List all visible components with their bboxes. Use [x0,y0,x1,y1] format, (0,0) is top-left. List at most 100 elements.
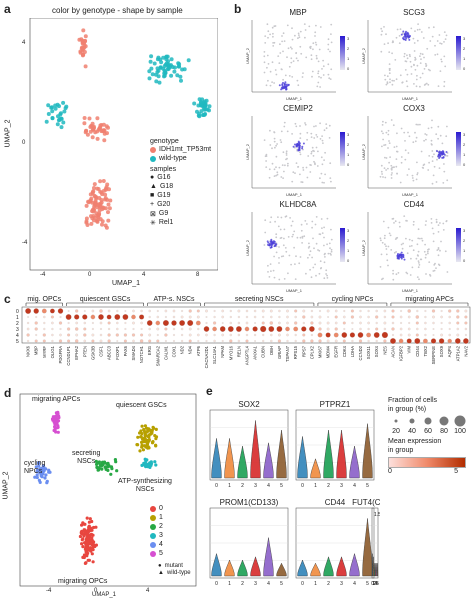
cell-point [155,66,160,71]
dotplot-dot [213,310,216,313]
cell-point [150,428,154,432]
violin-xtick: 3 [374,581,377,587]
dotplot-dot [456,321,460,325]
dotplot-gene-label: SLC14A1 [212,345,217,364]
dotplot-dot [326,309,330,313]
dotplot-dot [326,339,330,343]
cell-point [90,528,94,532]
dotplot-dot [75,333,79,337]
cell-point [145,430,149,434]
dotplot-dot [253,309,257,313]
cell-point [149,463,153,467]
dotplot-dot [373,332,380,338]
violin-shape [263,442,274,479]
dotplot-dot [438,338,445,344]
genotype-mutant-swatch [150,146,156,153]
cell-point [91,189,96,194]
dotplot-dot [318,315,322,319]
dotplot-dot [318,339,322,343]
dotplot-gene-label: IGFBP2 [399,345,404,361]
dotplot-dot [172,309,176,313]
dotplot-gene-label: GSK3B [90,346,95,360]
dotplot-dot [50,315,54,319]
cell-point [43,476,47,480]
violin-xtick: 3 [340,581,343,587]
dotplot-gene-label: ATP6 [196,345,201,356]
panel-label-d: d [4,386,12,400]
dotplot-dot [407,333,411,337]
color-legend-title: Mean expression in group [388,438,442,454]
svg-text:UMAP_1: UMAP_1 [402,96,419,101]
panel-d-shape-legend: ● mutant ▲ wild-type [158,562,191,576]
cell-point [143,424,147,428]
dotplot-dot [91,322,94,325]
svg-text:3: 3 [463,36,466,41]
cell-point [207,108,211,113]
cell-point [100,219,105,224]
cell-point [58,111,63,116]
cell-point [38,470,42,475]
dotplot-dot [310,309,313,313]
feature-plot-mbp: MBP 3 2 1 0 UMAP_1 UMAP_2 [244,8,356,101]
dotplot-dot [423,338,428,344]
cell-point [88,517,92,521]
cell-point [104,467,108,471]
cell-point [56,410,60,414]
dotplot-dot [197,333,200,337]
cell-point [142,440,146,444]
dotplot-dot [448,309,452,313]
dotplot-dot [181,310,184,313]
cell-point [153,460,157,464]
dotplot-dot [309,326,315,332]
cell-point [150,72,155,77]
violin-shape [224,559,235,577]
dotplot-dot [43,321,46,325]
dotplot-dot [357,332,364,338]
dotplot-dot [132,327,135,330]
cell-point [84,203,89,208]
cell-point [80,53,85,58]
cell-point [80,538,84,542]
cell-point [64,104,69,109]
dotplot-gene-label: ABCC3 [107,345,112,360]
cell-point [113,458,117,462]
svg-text:2: 2 [463,238,466,243]
cell-point [87,116,92,121]
dotplot-dot [415,321,419,325]
dotplot-dot [213,339,216,343]
size-legend-title: Fraction of cells in group (%) [388,397,438,413]
cell-point [53,106,58,111]
dotplot-dot [359,309,362,313]
dotplot-gene-label: ERG [147,346,152,355]
svg-text:UMAP_1: UMAP_1 [286,288,303,293]
panel-label-a: a [4,2,11,16]
svg-text:2: 2 [463,46,466,51]
cell-point [88,198,93,203]
legend-sample-item: G19 [157,192,171,199]
cell-point [81,532,85,536]
violin-shape [224,438,235,479]
dotplot-dot [148,327,151,331]
cell-point [82,528,86,532]
cell-point [162,73,167,78]
dotplot-dot [334,309,338,313]
dotplot-dot [123,339,127,343]
legend-sample-item: Rel1 [158,219,174,226]
violin-xtick: 5 [366,581,369,587]
cell-point [152,61,157,66]
svg-text:2: 2 [463,142,466,147]
dotplot-dot [41,308,47,314]
dotplot-dot [27,321,30,325]
cell-point [87,558,91,562]
dotplot-dot [415,333,419,337]
dotplot-dot [334,321,338,325]
cell-point [83,522,87,526]
dotplot-dot [424,310,427,313]
dotplot-dot [227,326,234,332]
cell-point [42,468,46,472]
cell-point [176,61,181,66]
dotplot-dot [197,327,200,331]
cell-point [86,530,90,534]
dotplot-dot [237,309,241,313]
panel-a-xtick-3: 4 [142,272,146,278]
